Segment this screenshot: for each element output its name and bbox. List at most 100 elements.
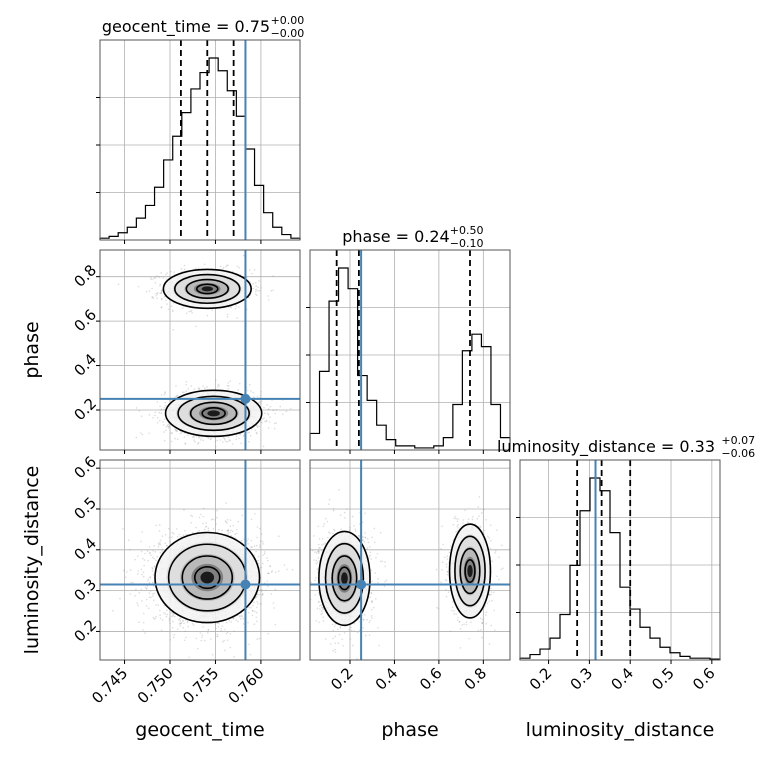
sample-point bbox=[256, 395, 259, 398]
sample-point bbox=[153, 618, 155, 620]
sample-point bbox=[160, 306, 163, 309]
sample-point bbox=[177, 628, 179, 630]
sample-point bbox=[163, 418, 166, 420]
sample-point bbox=[142, 629, 144, 631]
sample-point bbox=[159, 405, 161, 408]
sample-point bbox=[151, 581, 154, 584]
sample-point bbox=[161, 297, 163, 300]
sample-point bbox=[144, 586, 147, 589]
sample-point bbox=[168, 425, 170, 427]
sample-point bbox=[252, 396, 255, 398]
sample-point bbox=[149, 551, 151, 554]
sample-point bbox=[261, 540, 264, 543]
sample-point bbox=[137, 555, 139, 557]
sample-point bbox=[154, 281, 157, 284]
sample-point bbox=[135, 436, 138, 439]
hist-title-geocent_time: geocent_time = 0.75 bbox=[102, 17, 270, 37]
panel-frame bbox=[99, 249, 301, 451]
sample-point bbox=[235, 619, 238, 621]
sample-point bbox=[263, 417, 265, 419]
sample-point bbox=[200, 437, 203, 439]
sample-point bbox=[192, 531, 194, 534]
sample-point bbox=[171, 309, 174, 312]
title-err-minus: −0.10 bbox=[450, 237, 484, 250]
sample-point bbox=[234, 307, 237, 310]
sample-point bbox=[149, 277, 152, 279]
sample-point bbox=[273, 422, 276, 425]
hist-title-phase: phase = 0.24 bbox=[342, 227, 449, 246]
sample-point bbox=[176, 394, 179, 397]
sample-point bbox=[175, 430, 178, 432]
sample-point bbox=[186, 621, 189, 623]
sample-point bbox=[141, 433, 144, 436]
sample-point bbox=[254, 293, 257, 295]
sample-point bbox=[137, 572, 139, 575]
hist-step-line bbox=[309, 267, 511, 450]
sample-point bbox=[260, 588, 263, 591]
hist-panel-geocent_time: geocent_time = 0.75 +0.00−0.00 bbox=[96, 14, 304, 244]
sample-point bbox=[165, 278, 168, 280]
sample-point bbox=[147, 578, 150, 581]
sample-point bbox=[196, 647, 199, 650]
sample-point bbox=[261, 421, 263, 424]
sample-point bbox=[229, 380, 232, 383]
sample-point bbox=[152, 278, 154, 280]
sample-point bbox=[260, 391, 263, 393]
sample-point bbox=[221, 641, 224, 643]
sample-point bbox=[260, 603, 262, 606]
sample-point bbox=[153, 545, 156, 547]
sample-point bbox=[197, 387, 200, 390]
sample-point bbox=[145, 588, 148, 590]
sample-point bbox=[160, 412, 163, 414]
sample-point bbox=[179, 622, 182, 625]
sample-point bbox=[176, 438, 179, 440]
sample-point bbox=[237, 389, 240, 391]
contour-line bbox=[189, 401, 238, 426]
sample-point bbox=[269, 565, 271, 567]
sample-point bbox=[185, 312, 188, 315]
sample-point bbox=[210, 437, 212, 440]
sample-point bbox=[197, 435, 200, 438]
sample-point bbox=[185, 380, 188, 383]
sample-point bbox=[252, 604, 254, 607]
sample-point bbox=[224, 520, 227, 522]
sample-point bbox=[246, 540, 248, 542]
sample-point bbox=[154, 411, 157, 414]
sample-point bbox=[248, 296, 250, 299]
sample-point bbox=[149, 576, 152, 579]
sample-point bbox=[255, 431, 258, 434]
sample-point bbox=[263, 552, 266, 555]
sample-point bbox=[267, 295, 269, 297]
sample-point bbox=[181, 431, 183, 434]
sample-point bbox=[266, 580, 269, 583]
sample-point bbox=[167, 425, 170, 428]
sample-point bbox=[253, 268, 256, 271]
sample-point bbox=[185, 533, 188, 536]
sample-point bbox=[157, 604, 160, 606]
sample-point bbox=[172, 614, 174, 617]
sample-point bbox=[195, 637, 198, 640]
sample-point bbox=[240, 539, 243, 542]
sample-point bbox=[161, 619, 164, 621]
sample-point bbox=[165, 615, 168, 618]
sample-point bbox=[142, 612, 145, 615]
sample-point bbox=[166, 544, 168, 547]
sample-point bbox=[256, 426, 259, 429]
sample-point bbox=[166, 424, 169, 427]
sample-point bbox=[255, 611, 258, 614]
sample-point bbox=[232, 617, 235, 620]
sample-point bbox=[219, 265, 222, 268]
sample-point bbox=[274, 412, 276, 415]
sample-point bbox=[257, 559, 259, 562]
sample-point bbox=[237, 306, 240, 308]
sample-point bbox=[225, 632, 228, 635]
sample-point bbox=[226, 264, 228, 267]
sample-point bbox=[154, 617, 157, 620]
sample-point bbox=[146, 585, 149, 587]
sample-point bbox=[255, 544, 258, 547]
sample-point bbox=[151, 287, 153, 290]
sample-point bbox=[146, 587, 148, 590]
sample-point bbox=[274, 623, 277, 626]
sample-point bbox=[241, 514, 244, 517]
sample-point bbox=[246, 308, 248, 311]
